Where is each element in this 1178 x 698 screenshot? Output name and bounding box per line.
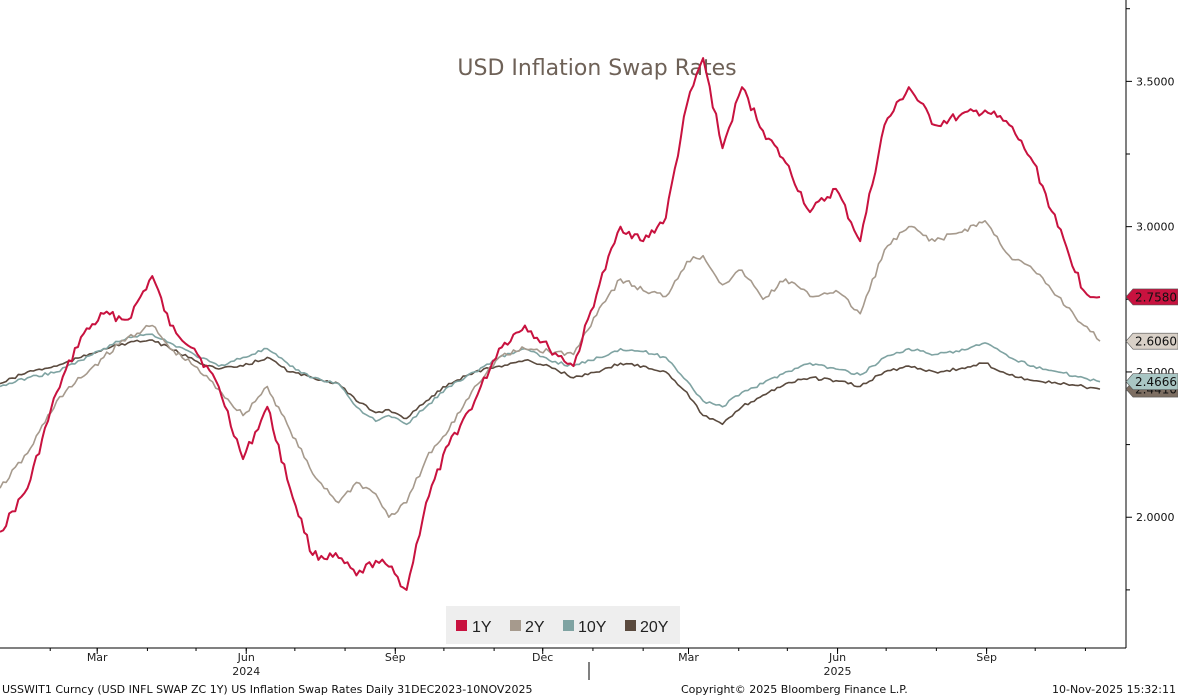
series-line-2y	[0, 220, 1101, 518]
year-label-2024: 2024	[232, 665, 260, 678]
y-tick-label-0: 3.5000	[1136, 75, 1175, 88]
x-tick-label-4: Mar	[678, 651, 699, 664]
series-line-20y	[0, 339, 1101, 426]
x-tick-label-1: Jun	[237, 651, 255, 664]
legend-label-2y: 2Y	[525, 619, 545, 636]
legend-swatch-2y	[510, 620, 521, 631]
legend-swatch-1y	[456, 620, 467, 631]
y-tick-label-1: 3.0000	[1136, 221, 1175, 234]
chart-title: USD Inflation Swap Rates	[457, 56, 736, 81]
x-tick-label-6: Sep	[976, 651, 997, 664]
year-labels: 2024 2025	[232, 665, 851, 678]
footer-source: USSWIT1 Curncy (USD INFL SWAP ZC 1Y) US …	[2, 683, 532, 696]
end-tag-2y	[1125, 332, 1178, 350]
legend-label-20y: 20Y	[640, 619, 669, 636]
end-label-2y: 2.6060	[1135, 335, 1177, 349]
series-line-1y	[0, 57, 1101, 591]
legend: 1Y 2Y 10Y 20Y	[446, 606, 680, 644]
y-tick-label-3: 2.0000	[1136, 511, 1175, 524]
x-tick-label-0: Mar	[87, 651, 108, 664]
legend-label-10y: 10Y	[578, 619, 607, 636]
end-label-1y: 2.7580	[1135, 290, 1177, 304]
legend-swatch-10y	[563, 620, 574, 631]
footer-timestamp: 10-Nov-2025 15:32:11	[1052, 683, 1176, 696]
end-label-10y: 2.4666	[1135, 375, 1177, 389]
end-tag-10y	[1125, 373, 1178, 390]
footer-copyright: Copyright© 2025 Bloomberg Finance L.P.	[681, 683, 908, 696]
legend-label-1y: 1Y	[472, 619, 492, 636]
legend-swatch-20y	[625, 620, 636, 631]
series-line-10y	[0, 333, 1101, 426]
x-tick-label-3: Dec	[532, 651, 553, 664]
end-tag-1y	[1125, 288, 1178, 306]
x-tick-label-2: Sep	[385, 651, 406, 664]
x-tick-label-5: Jun	[828, 651, 846, 664]
series-lines	[0, 57, 1101, 591]
x-axis-ticks: Mar Jun Sep Dec Mar Jun Sep	[49, 648, 1086, 664]
year-label-2025: 2025	[824, 665, 852, 678]
